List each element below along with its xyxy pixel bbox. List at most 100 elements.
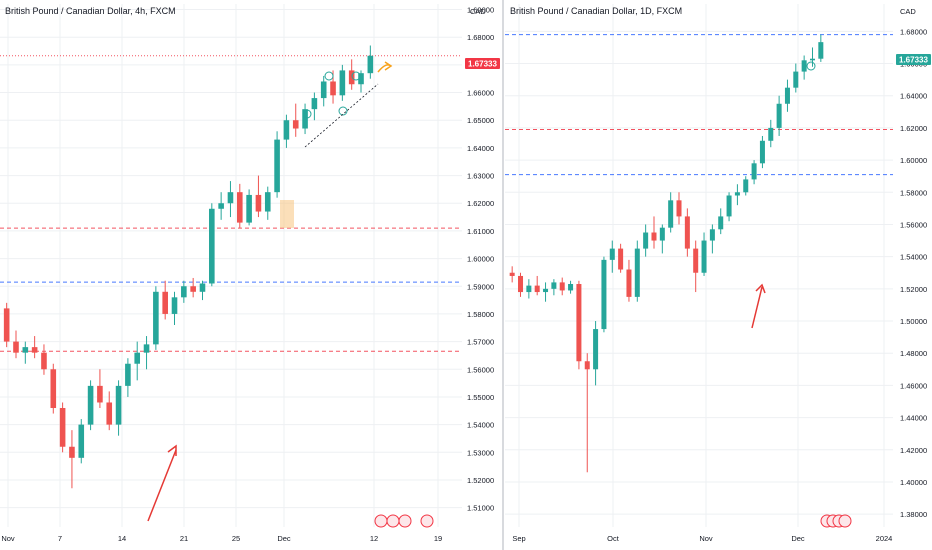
candle-body: [734, 192, 740, 196]
candle-body: [59, 408, 66, 447]
trend-arrow: [147, 449, 177, 522]
y-tick-label: 1.51000: [467, 504, 494, 513]
x-tick-label: 21: [180, 534, 188, 543]
replay-icon: [420, 514, 434, 528]
candle-body: [609, 248, 615, 260]
candle-body: [768, 127, 774, 141]
y-tick-label: 1.38000: [900, 510, 927, 519]
y-tick-label: 1.63000: [467, 172, 494, 181]
candle-body: [601, 259, 607, 330]
y-tick-label: 1.53000: [467, 448, 494, 457]
left-annotations: [147, 61, 393, 522]
candle-body: [776, 103, 782, 128]
pattern-marker: [338, 106, 348, 116]
candle-body: [809, 58, 815, 61]
candle-body: [668, 200, 674, 228]
y-tick-label: 1.69000: [467, 6, 494, 15]
candle-body: [759, 140, 765, 164]
right-levels: [505, 34, 893, 176]
y-tick-label: 1.57000: [467, 338, 494, 347]
trend-arrow-head: [755, 283, 766, 294]
left-chart-panel[interactable]: British Pound / Canadian Dollar, 4h, FXC…: [0, 4, 500, 543]
y-tick-label: 1.60000: [900, 156, 927, 165]
replay-icon: [374, 514, 388, 528]
candle-body: [31, 347, 38, 353]
candle-body: [3, 308, 10, 342]
x-tick-label: 25: [232, 534, 240, 543]
left-currency-label: CAD: [470, 7, 486, 16]
trend-arrow: [751, 286, 763, 329]
candle-body: [709, 229, 715, 241]
candle-body: [659, 227, 665, 241]
candle-body: [190, 286, 196, 292]
candle-body: [784, 87, 790, 104]
candle-body: [227, 192, 234, 204]
candle-body: [264, 192, 271, 212]
candle-body: [87, 385, 94, 425]
candle-body: [626, 269, 632, 297]
pattern-marker: [351, 71, 361, 81]
x-tick-label: 19: [434, 534, 442, 543]
pattern-marker: [806, 61, 816, 71]
candle-body: [125, 363, 131, 386]
y-tick-label: 1.64000: [900, 92, 927, 101]
candle-body: [818, 42, 824, 59]
candle-body: [651, 232, 657, 241]
y-tick-label: 1.60000: [467, 255, 494, 264]
trendline: [304, 83, 379, 148]
right-replay-icons[interactable]: [820, 514, 852, 528]
x-tick-label: Sep: [512, 534, 525, 543]
candle-body: [22, 347, 29, 353]
y-tick-label: 1.52000: [467, 476, 494, 485]
candle-body: [643, 232, 649, 249]
y-tick-label: 1.61000: [467, 227, 494, 236]
y-tick-label: 1.50000: [900, 317, 927, 326]
candle-body: [693, 248, 699, 273]
candle-body: [518, 275, 524, 293]
highlight-zone: [280, 200, 294, 228]
candle-body: [584, 361, 590, 370]
candle-body: [593, 329, 599, 370]
candle-body: [751, 163, 757, 180]
candle-body: [199, 283, 206, 292]
candle-body: [801, 60, 807, 72]
x-tick-label: 2024: [876, 534, 893, 543]
candle-body: [534, 285, 540, 293]
pattern-marker: [324, 71, 334, 81]
candle-body: [209, 208, 215, 284]
candle-body: [97, 385, 103, 403]
replay-icon: [838, 514, 852, 528]
candle-body: [543, 288, 549, 293]
candle-body: [246, 194, 252, 223]
candle-body: [236, 192, 243, 223]
y-tick-label: 1.64000: [467, 144, 494, 153]
y-tick-label: 1.55000: [467, 393, 494, 402]
candle-body: [274, 139, 280, 193]
candle-body: [793, 71, 799, 88]
candle-body: [367, 55, 374, 74]
right-chart-panel[interactable]: British Pound / Canadian Dollar, 1D, FXC…: [505, 4, 931, 543]
y-tick-label: 1.58000: [467, 310, 494, 319]
y-tick-label: 1.58000: [900, 188, 927, 197]
left-replay-icons[interactable]: [374, 514, 434, 528]
replay-icon: [386, 514, 400, 528]
y-tick-label: 1.46000: [900, 381, 927, 390]
x-tick-label: Dec: [791, 534, 805, 543]
candle-body: [106, 402, 113, 425]
candle-body: [78, 424, 85, 458]
candle-body: [676, 200, 682, 217]
y-tick-label: 1.65000: [467, 116, 494, 125]
candle-body: [162, 291, 168, 314]
y-tick-label: 1.52000: [900, 285, 927, 294]
y-tick-label: 1.44000: [900, 414, 927, 423]
candle-body: [526, 285, 532, 293]
candle-body: [618, 248, 624, 270]
candle-body: [311, 98, 318, 110]
candle-body: [255, 194, 262, 212]
y-tick-label: 1.54000: [900, 253, 927, 262]
y-tick-label: 1.48000: [900, 349, 927, 358]
left-price-tag: [465, 58, 500, 69]
candle-body: [292, 120, 299, 129]
y-tick-label: 1.54000: [467, 421, 494, 430]
